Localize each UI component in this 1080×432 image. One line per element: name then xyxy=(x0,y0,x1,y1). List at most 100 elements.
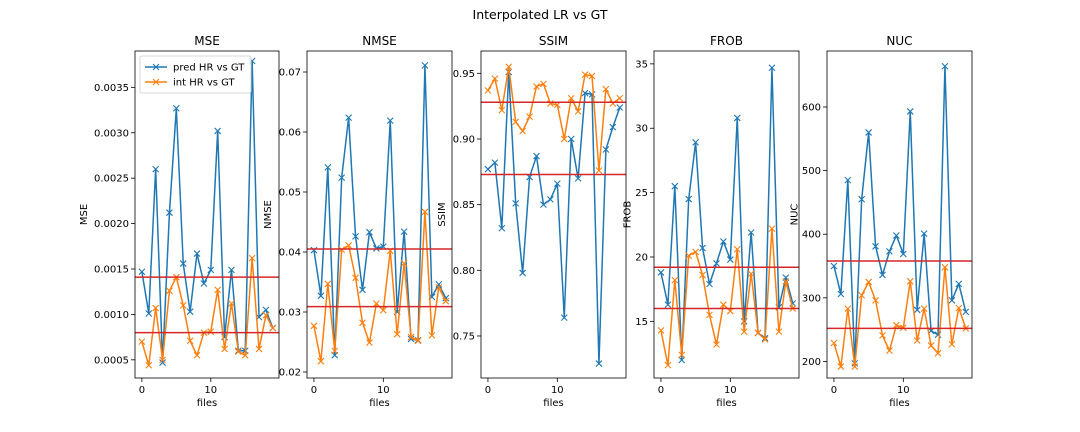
y-tick-label: 0.90 xyxy=(453,134,475,145)
data-point xyxy=(228,266,235,274)
data-point xyxy=(262,311,270,319)
x-tick-label: 10 xyxy=(204,385,217,396)
x-axis-label: files xyxy=(889,398,909,409)
data-point xyxy=(685,252,693,260)
data-point xyxy=(519,127,527,135)
plot-area xyxy=(481,63,626,367)
x-tick-label: 10 xyxy=(897,385,910,396)
data-point xyxy=(747,270,755,278)
data-point xyxy=(574,174,582,182)
chart-panel-ssim: SSIM 0 10 0.75 0.80 0.85 0.90 0.95 files SSIM xyxy=(437,34,627,409)
data-point xyxy=(345,242,353,249)
data-point xyxy=(400,260,408,267)
data-point xyxy=(768,64,776,72)
data-point xyxy=(310,246,318,254)
data-point xyxy=(393,330,401,338)
y-tick-label: 200 xyxy=(802,357,821,368)
data-point xyxy=(892,232,900,239)
data-point xyxy=(352,233,359,240)
x-tick-label: 0 xyxy=(311,385,317,396)
data-point xyxy=(152,304,160,312)
plot-area xyxy=(135,57,279,369)
legend-label: int HR vs GT xyxy=(173,78,236,89)
data-point xyxy=(214,286,222,294)
y-tick-label: 0.04 xyxy=(279,248,301,259)
data-point xyxy=(428,332,436,339)
y-tick-label: 500 xyxy=(802,166,821,177)
data-point xyxy=(359,286,366,294)
data-point xyxy=(761,335,769,343)
data-point xyxy=(379,306,387,314)
data-point xyxy=(255,345,263,353)
data-point xyxy=(602,146,610,153)
series-line-pred xyxy=(833,65,967,365)
data-point xyxy=(692,248,700,256)
chart-title: FROB xyxy=(710,34,743,48)
series-line-int xyxy=(833,266,967,368)
x-tick-label: 10 xyxy=(724,385,737,396)
data-point xyxy=(906,277,914,285)
data-point xyxy=(442,297,450,305)
series-line-int xyxy=(141,257,274,367)
axes-frame xyxy=(134,50,280,379)
legend: pred HR vs GT int HR vs GT xyxy=(139,55,252,94)
chart-title: NMSE xyxy=(362,34,397,48)
data-point xyxy=(830,339,838,347)
data-point xyxy=(262,306,270,314)
x-tick-label: 10 xyxy=(377,385,390,396)
data-point xyxy=(664,301,672,309)
y-tick-label: 0.75 xyxy=(453,331,475,342)
y-tick-label: 0.0035 xyxy=(94,83,129,94)
series-line-pred xyxy=(660,66,794,361)
series-line-int xyxy=(313,211,447,362)
data-point xyxy=(179,260,187,267)
data-point xyxy=(228,300,235,307)
chart-title: SSIM xyxy=(539,34,568,48)
axes-frame xyxy=(306,50,453,379)
data-point xyxy=(512,199,520,207)
y-axis-label: MSE xyxy=(79,204,90,225)
y-tick-label: 0.80 xyxy=(453,266,475,277)
data-point xyxy=(386,117,394,124)
data-point xyxy=(574,108,582,115)
data-point xyxy=(193,250,201,257)
data-point xyxy=(955,304,963,312)
x-tick-label: 0 xyxy=(139,385,145,396)
data-point xyxy=(927,342,935,349)
data-point xyxy=(567,94,575,102)
legend-label: pred HR vs GT xyxy=(173,63,245,74)
data-point xyxy=(671,182,679,190)
data-point xyxy=(491,159,499,167)
data-point xyxy=(560,314,568,321)
data-point xyxy=(241,351,249,359)
data-point xyxy=(526,113,533,121)
y-tick-label: 0.0030 xyxy=(94,128,129,139)
data-point xyxy=(844,176,852,184)
data-point xyxy=(657,326,665,334)
data-point xyxy=(609,100,617,107)
x-tick-label: 0 xyxy=(485,385,491,396)
data-point xyxy=(166,287,173,295)
legend-marker xyxy=(152,63,160,71)
data-point xyxy=(179,301,187,309)
chart-panel-nuc: NUC 0 10 200 300 400 500 600 files NUC xyxy=(789,34,973,409)
chart-panel-nmse: NMSE 0 10 0.02 0.03 0.04 0.05 0.06 0.07 files NMSE xyxy=(263,34,453,409)
y-tick-label: 35 xyxy=(635,59,648,70)
data-point xyxy=(899,250,907,258)
data-point xyxy=(941,62,949,70)
y-tick-label: 0.0010 xyxy=(94,310,129,321)
series-line-int xyxy=(487,66,621,172)
data-point xyxy=(671,276,679,284)
figure-suptitle: Interpolated LR vs GT xyxy=(473,7,608,22)
data-point xyxy=(948,296,956,304)
y-tick-label: 600 xyxy=(802,102,821,113)
data-point xyxy=(685,195,693,203)
data-point xyxy=(186,308,194,316)
data-point xyxy=(331,347,339,355)
y-tick-label: 15 xyxy=(635,317,648,328)
data-point xyxy=(886,347,893,355)
x-tick-label: 0 xyxy=(831,385,837,396)
data-point xyxy=(533,152,540,160)
data-point xyxy=(546,196,554,203)
data-point xyxy=(366,228,373,236)
